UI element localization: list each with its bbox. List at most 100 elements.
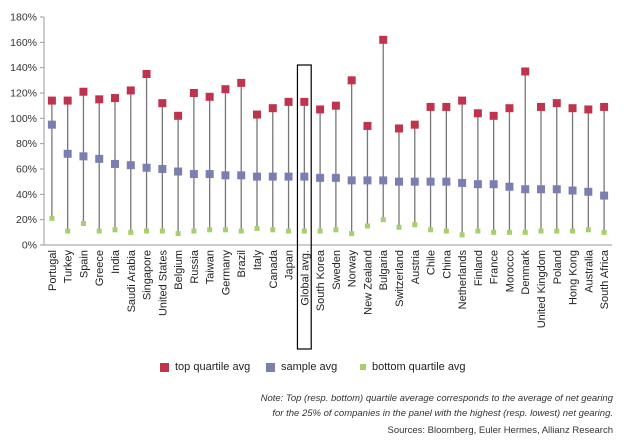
top-quartile-marker (347, 76, 356, 85)
x-category-label: South Korea (315, 249, 327, 311)
y-tick-label: 100% (10, 113, 37, 125)
x-category-label: Australia (583, 249, 595, 293)
sample-avg-marker (552, 185, 561, 194)
sample-avg-marker (47, 120, 56, 129)
x-category-label: Switzerland (394, 250, 406, 307)
sample-avg-marker (331, 173, 340, 182)
sample-avg-marker (316, 173, 325, 182)
bottom-quartile-marker (475, 228, 481, 234)
top-quartile-marker (363, 121, 372, 130)
source-text: Sources: Bloomberg, Euler Hermes, Allian… (387, 425, 613, 436)
bottom-quartile-marker (286, 228, 292, 234)
bottom-quartile-marker (570, 228, 576, 234)
bottom-quartile-marker (301, 228, 307, 234)
bottom-quartile-marker (222, 227, 228, 233)
sample-avg-marker (442, 177, 451, 186)
bottom-quartile-marker (112, 227, 118, 233)
x-category-label: Saudi Arabia (126, 249, 138, 312)
sample-avg-marker (95, 154, 104, 163)
sample-avg-marker (363, 176, 372, 185)
bottom-quartile-marker (159, 228, 165, 234)
top-quartile-marker (253, 110, 261, 119)
x-category-label: Netherlands (457, 250, 469, 310)
sample-avg-marker (347, 176, 356, 185)
x-category-label: Japan (284, 250, 296, 280)
x-category-label: Portugal (47, 250, 59, 291)
sample-avg-marker (426, 177, 435, 186)
y-axis: 0% 20% 40% 60% 80% 100% 120% 140% 160% 180% (10, 12, 45, 252)
top-quartile-marker (505, 104, 514, 113)
bottom-quartile-marker (207, 227, 213, 233)
bottom-quartile-marker (333, 227, 339, 233)
bottom-quartile-marker (585, 227, 591, 233)
bottom-quartile-marker (459, 232, 465, 238)
top-quartile-marker (63, 96, 72, 105)
top-quartile-marker (489, 111, 498, 120)
sample-avg-marker (253, 172, 261, 181)
legend-label-top-quartile: top quartile avg (175, 361, 251, 373)
bottom-quartile-marker (380, 217, 386, 223)
bottom-quartile-marker (396, 224, 402, 230)
legend-item-bottom-quartile: bottom quartile avg (360, 361, 466, 373)
x-category-label: China (441, 249, 453, 279)
note-line-2: for the 25% of companies in the panel wi… (272, 408, 613, 419)
x-category-label: Turkey (63, 250, 75, 284)
top-quartile-marker (47, 96, 56, 105)
top-quartile-marker (395, 124, 403, 133)
bottom-quartile-marker (128, 229, 134, 235)
bottom-quartile-marker (175, 231, 181, 237)
sample-avg-marker (410, 177, 419, 186)
top-quartile-marker (79, 87, 88, 96)
x-category-label: Russia (189, 249, 201, 284)
sample-avg-marker (221, 171, 230, 180)
bottom-quartile-marker (601, 229, 607, 235)
top-quartile-marker (600, 102, 609, 111)
bottom-quartile-marker (364, 223, 370, 229)
x-category-label: Singapore (142, 250, 154, 300)
top-quartile-marker (316, 105, 325, 114)
x-axis: Portugal Turkey Spain Greece India Saudi Arab… (44, 244, 612, 328)
sample-avg-marker (126, 161, 135, 170)
sample-avg-marker (395, 177, 403, 186)
x-category-label: Poland (552, 250, 564, 284)
bottom-quartile-marker (349, 231, 355, 237)
bottom-quartile-marker (254, 226, 260, 232)
x-category-label: Italy (252, 250, 264, 271)
bottom-quartile-marker (65, 228, 71, 234)
sample-avg-marker (111, 159, 119, 168)
sample-avg-marker (237, 171, 246, 180)
top-quartile-marker (552, 99, 561, 108)
x-category-label: Denmark (520, 250, 532, 295)
x-category-label: New Zealand (362, 250, 374, 315)
legend-label-sample-avg: sample avg (281, 361, 338, 373)
sample-avg-marker (473, 180, 482, 189)
bottom-quartile-marker (428, 227, 434, 233)
x-category-label: Chile (426, 250, 438, 275)
x-category-label: Germany (220, 250, 232, 296)
sample-avg-marker (568, 186, 577, 195)
bottom-quartile-marker (554, 228, 560, 234)
x-category-label: Bulgaria (378, 249, 390, 290)
sample-avg-marker (300, 172, 309, 181)
legend-item-top-quartile: top quartile avg (160, 361, 250, 373)
top-quartile-marker (111, 94, 119, 103)
legend-item-sample-avg: sample avg (266, 361, 337, 373)
x-category-label: Hong Kong (568, 250, 580, 305)
sample-avg-marker (205, 170, 214, 179)
sample-avg-marker (600, 191, 609, 200)
top-quartile-marker (142, 70, 151, 78)
y-tick-label: 40% (16, 189, 37, 201)
bottom-quartile-marker (191, 228, 197, 234)
bottom-quartile-marker (49, 215, 55, 221)
top-quartile-marker (95, 95, 104, 104)
y-tick-label: 80% (16, 138, 37, 150)
sample-avg-marker (158, 165, 167, 173)
sample-avg-marker (189, 170, 198, 179)
bottom-quartile-marker (317, 228, 323, 234)
x-category-label: Spain (78, 250, 90, 278)
x-category-label: Brazil (236, 250, 248, 278)
bottom-quartile-marker (412, 222, 418, 228)
sample-avg-marker (142, 163, 151, 172)
bottom-quartile-marker (80, 220, 86, 226)
top-quartile-marker (537, 102, 545, 111)
